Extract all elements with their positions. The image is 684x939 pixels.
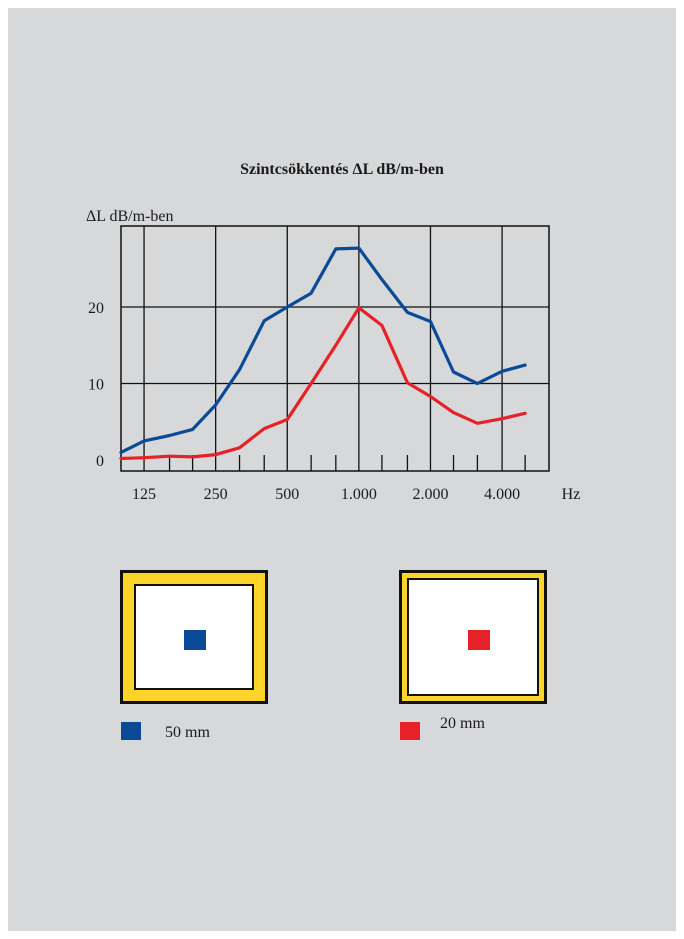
legend-label-20mm: 20 mm bbox=[440, 715, 485, 732]
duct-20mm-marker bbox=[468, 630, 490, 650]
series-line-20mm bbox=[119, 306, 527, 461]
figure-panel bbox=[8, 8, 676, 931]
legend-label-50mm: 50 mm bbox=[165, 724, 210, 741]
legend-swatch-20mm bbox=[400, 722, 420, 740]
legend-swatch-50mm bbox=[121, 722, 141, 740]
chart-title: Szintcsökkentés ΔL dB/m-ben bbox=[240, 161, 444, 178]
x-tick-label: 250 bbox=[204, 486, 228, 503]
plot-frame bbox=[120, 225, 550, 472]
x-tick-label: 500 bbox=[275, 486, 299, 503]
y-tick-label: 0 bbox=[96, 453, 104, 470]
y-tick-label: 20 bbox=[88, 300, 104, 317]
x-tick-label: 125 bbox=[132, 486, 156, 503]
y-tick-label: 10 bbox=[88, 377, 104, 394]
duct-20mm-interior bbox=[407, 578, 539, 696]
x-axis-label: Hz bbox=[562, 486, 581, 503]
x-tick-label: 1.000 bbox=[341, 486, 377, 503]
duct-50mm-interior bbox=[134, 584, 254, 690]
x-tick-label: 2.000 bbox=[412, 486, 448, 503]
duct-50mm-marker bbox=[184, 630, 206, 650]
series-line-50mm bbox=[119, 246, 527, 454]
duct-20mm-diagram bbox=[399, 570, 547, 704]
duct-50mm-diagram bbox=[120, 570, 268, 704]
x-tick-label: 4.000 bbox=[484, 486, 520, 503]
y-axis-label: ΔL dB/m-ben bbox=[86, 208, 173, 225]
